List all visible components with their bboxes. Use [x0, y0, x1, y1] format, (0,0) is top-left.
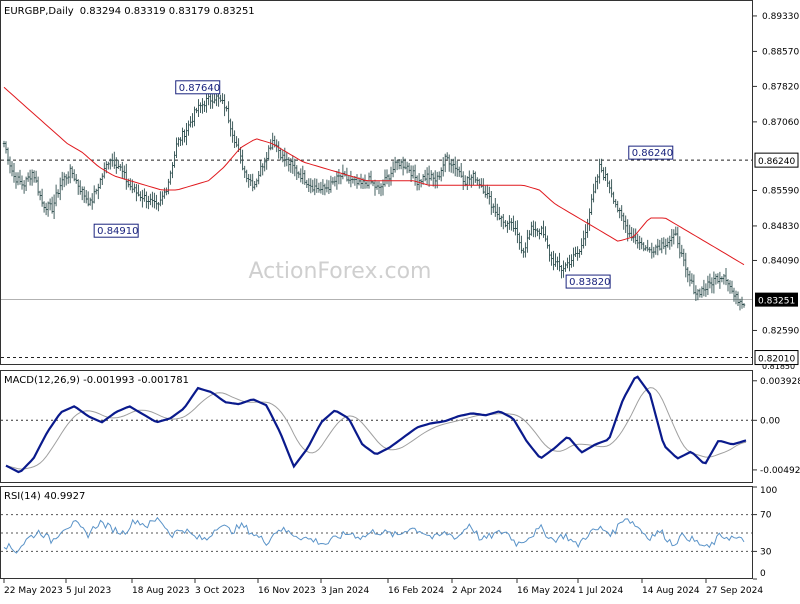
ohlc-values: 0.83294 0.83319 0.83179 0.83251 — [80, 6, 255, 17]
price-annotation-label: 0.84910 — [97, 226, 138, 237]
macd-pane — [0, 370, 753, 483]
y-tick-label: 0.003928 — [760, 377, 800, 387]
y-tick-label: 0.82590 — [762, 326, 799, 336]
price-annotation-label: 0.87640 — [179, 83, 220, 94]
level-price-box — [754, 152, 799, 168]
y-tick-label: 0.81850 — [762, 362, 795, 371]
x-tick-label: 16 Feb 2024 — [388, 586, 444, 596]
moving-average-line — [3, 86, 745, 266]
rsi-line — [3, 516, 745, 554]
x-tick-label: 16 May 2024 — [517, 586, 576, 596]
level-price-box — [754, 350, 799, 366]
x-tick-label: 1 Jul 2024 — [578, 586, 623, 596]
y-tick-label: 30 — [760, 547, 772, 557]
y-tick-label: 0.89330 — [762, 12, 799, 22]
x-tick-label: 2 Apr 2024 — [452, 586, 502, 596]
x-tick-label: 18 Aug 2023 — [132, 586, 190, 596]
x-tick-label: 14 Aug 2024 — [642, 586, 700, 596]
y-tick-label: 0.87820 — [762, 82, 799, 92]
rsi-label: RSI(14) 40.9927 — [4, 491, 85, 502]
x-tick-label: 22 May 2023 — [4, 586, 63, 596]
x-tick-label: 3 Jan 2024 — [321, 586, 369, 596]
y-tick-label: 70 — [760, 511, 772, 521]
price-annotation-label: 0.86240 — [632, 148, 673, 159]
y-tick-label: 0.00 — [760, 416, 780, 426]
x-tick-label: 3 Oct 2023 — [195, 586, 245, 596]
price-annotation-box — [565, 274, 611, 289]
macd-signal-line — [5, 387, 747, 470]
price-annotation-box — [628, 145, 674, 160]
y-tick-label: 0.87060 — [762, 118, 799, 128]
current-price-box — [755, 292, 798, 307]
x-tick-label: 27 Sep 2024 — [706, 586, 763, 596]
y-tick-label: 0.85590 — [762, 186, 799, 196]
x-tick-label: 16 Nov 2023 — [258, 586, 316, 596]
symbol-text: EURGBP,Daily — [4, 6, 74, 17]
y-tick-label: 0.84090 — [762, 256, 799, 266]
symbol-label: EURGBP,Daily 0.83294 0.83319 0.83179 0.83… — [4, 6, 255, 17]
y-tick-label: 0.88570 — [762, 47, 799, 57]
level-price-label: 0.86240 — [758, 157, 795, 167]
macd-line — [5, 375, 747, 474]
watermark: ActionForex.com — [249, 259, 432, 284]
price-annotation-box — [93, 223, 139, 238]
main-pane — [0, 0, 753, 365]
ohlc-bars — [2, 87, 746, 311]
y-tick-label: 0 — [760, 569, 766, 579]
x-tick-label: 5 Jul 2023 — [66, 586, 111, 596]
current-price-label: 0.83251 — [758, 297, 795, 307]
y-tick-label: 100 — [760, 486, 777, 496]
level-price-label: 0.82010 — [758, 355, 795, 365]
price-annotation-box — [175, 80, 221, 95]
price-annotation-label: 0.83820 — [569, 277, 610, 288]
y-tick-label: -0.004929 — [760, 466, 800, 476]
macd-label: MACD(12,26,9) -0.001993 -0.001781 — [4, 375, 189, 386]
y-tick-label: 0.84830 — [762, 222, 799, 232]
